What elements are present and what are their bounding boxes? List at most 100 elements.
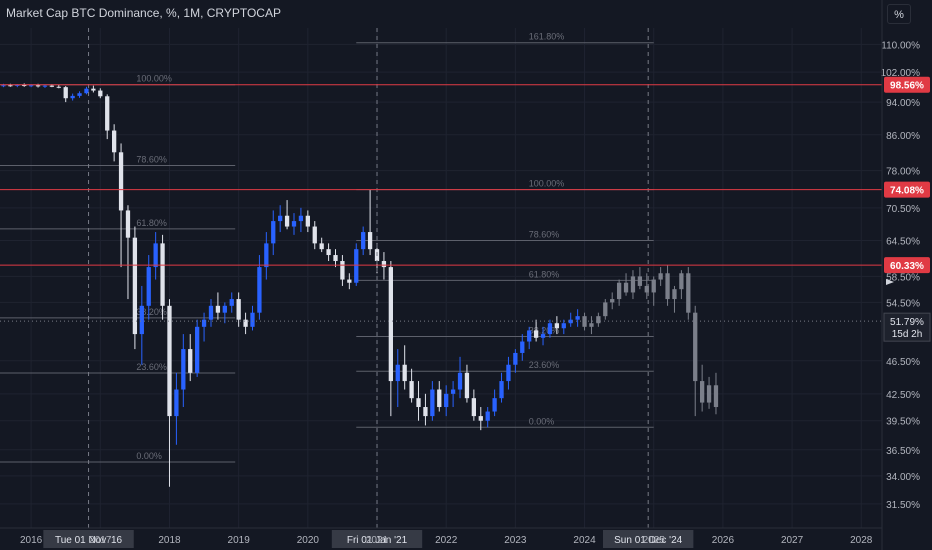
candle-body[interactable] <box>478 416 483 421</box>
candle-body[interactable] <box>35 85 41 87</box>
candle-body[interactable] <box>56 86 61 88</box>
candle-body[interactable] <box>174 389 179 417</box>
candle-body[interactable] <box>243 319 248 327</box>
candle-body[interactable] <box>610 299 615 303</box>
eye-icon[interactable] <box>885 277 895 287</box>
candle-body[interactable] <box>236 299 241 320</box>
candle-body[interactable] <box>98 90 103 97</box>
candle-body[interactable] <box>167 305 172 417</box>
candle-body[interactable] <box>354 249 359 283</box>
candle-body[interactable] <box>160 243 165 306</box>
candle-body[interactable] <box>367 232 373 250</box>
candle-body[interactable] <box>540 334 546 338</box>
candle-body[interactable] <box>91 88 96 91</box>
candle-body[interactable] <box>623 282 629 293</box>
candle-body[interactable] <box>506 364 511 382</box>
candle-body[interactable] <box>520 341 525 353</box>
candle-body[interactable] <box>686 273 691 313</box>
candle-body[interactable] <box>132 237 138 335</box>
candle-body[interactable] <box>49 85 55 87</box>
candle-body[interactable] <box>423 407 428 417</box>
candle-body[interactable] <box>340 261 345 280</box>
candle-body[interactable] <box>679 273 684 290</box>
candle-body[interactable] <box>450 389 456 394</box>
candle-body[interactable] <box>547 323 553 335</box>
candle-body[interactable] <box>492 398 497 412</box>
candle-body[interactable] <box>672 289 677 300</box>
candle-body[interactable] <box>485 411 490 421</box>
candle-body[interactable] <box>84 88 89 94</box>
candle-body[interactable] <box>42 85 48 87</box>
candle-body[interactable] <box>561 323 566 329</box>
candle-body[interactable] <box>444 393 449 408</box>
candle-body[interactable] <box>319 243 324 250</box>
candle-body[interactable] <box>706 385 712 403</box>
candle-body[interactable] <box>257 267 262 313</box>
candle-body[interactable] <box>63 87 68 99</box>
candle-body[interactable] <box>118 152 124 211</box>
candle-body[interactable] <box>388 267 393 382</box>
candle-body[interactable] <box>195 326 200 373</box>
candle-body[interactable] <box>513 352 518 365</box>
candle-body[interactable] <box>215 305 221 313</box>
candle-body[interactable] <box>28 85 34 87</box>
candle-body[interactable] <box>471 398 477 417</box>
candle-body[interactable] <box>146 267 151 306</box>
candle-body[interactable] <box>271 221 276 244</box>
candle-body[interactable] <box>111 130 117 153</box>
candle-body[interactable] <box>554 323 560 329</box>
candle-body[interactable] <box>312 226 317 244</box>
candle-body[interactable] <box>264 243 269 268</box>
candle-body[interactable] <box>533 330 539 338</box>
candle-body[interactable] <box>15 84 20 86</box>
candle-body[interactable] <box>402 364 407 382</box>
candle-body[interactable] <box>713 385 719 408</box>
candle-body[interactable] <box>139 305 144 335</box>
candle-body[interactable] <box>229 299 234 306</box>
candle-body[interactable] <box>188 349 193 373</box>
candle-body[interactable] <box>416 398 421 408</box>
candle-body[interactable] <box>437 389 442 408</box>
candle-body[interactable] <box>630 276 636 293</box>
candle-body[interactable] <box>361 232 366 250</box>
candle-body[interactable] <box>278 215 283 222</box>
candle-body[interactable] <box>395 364 400 382</box>
candle-body[interactable] <box>603 302 608 317</box>
candle-body[interactable] <box>596 316 601 324</box>
candle-body[interactable] <box>250 312 255 327</box>
candle-body[interactable] <box>658 273 663 280</box>
candle-body[interactable] <box>8 85 13 87</box>
candle-body[interactable] <box>1 85 6 87</box>
candle-body[interactable] <box>575 316 580 320</box>
candle-body[interactable] <box>347 279 352 283</box>
candle-body[interactable] <box>464 372 470 399</box>
candle-body[interactable] <box>77 93 82 96</box>
axis-unit-button[interactable]: % <box>887 4 911 24</box>
candle-body[interactable] <box>665 273 670 300</box>
candle-body[interactable] <box>644 285 649 293</box>
fib-retracements[interactable]: 100.00% 78.60% 61.80% 38.20% 23.60% 0.00% 161.… <box>0 32 654 463</box>
candle-body[interactable] <box>291 221 297 227</box>
candle-body[interactable] <box>616 282 622 300</box>
candle-body[interactable] <box>181 349 186 390</box>
candle-body[interactable] <box>201 319 207 327</box>
candle-body[interactable] <box>22 84 27 87</box>
candles[interactable] <box>1 83 719 487</box>
candle-body[interactable] <box>381 261 387 268</box>
candle-body[interactable] <box>651 279 656 293</box>
candle-body[interactable] <box>326 249 331 256</box>
candle-body[interactable] <box>527 330 532 342</box>
candle-body[interactable] <box>699 381 705 403</box>
candle-body[interactable] <box>222 305 227 313</box>
horizontal-levels[interactable]: 98.56% 74.08% 60.33% 51.79%15d 2h <box>0 76 931 342</box>
candle-body[interactable] <box>693 312 698 382</box>
candle-body[interactable] <box>430 389 435 417</box>
candle-body[interactable] <box>499 381 504 399</box>
candle-body[interactable] <box>305 215 310 227</box>
candle-body[interactable] <box>589 323 594 327</box>
candle-body[interactable] <box>125 210 131 238</box>
candle-body[interactable] <box>105 96 110 131</box>
candle-body[interactable] <box>153 243 158 268</box>
candle-body[interactable] <box>284 215 290 227</box>
